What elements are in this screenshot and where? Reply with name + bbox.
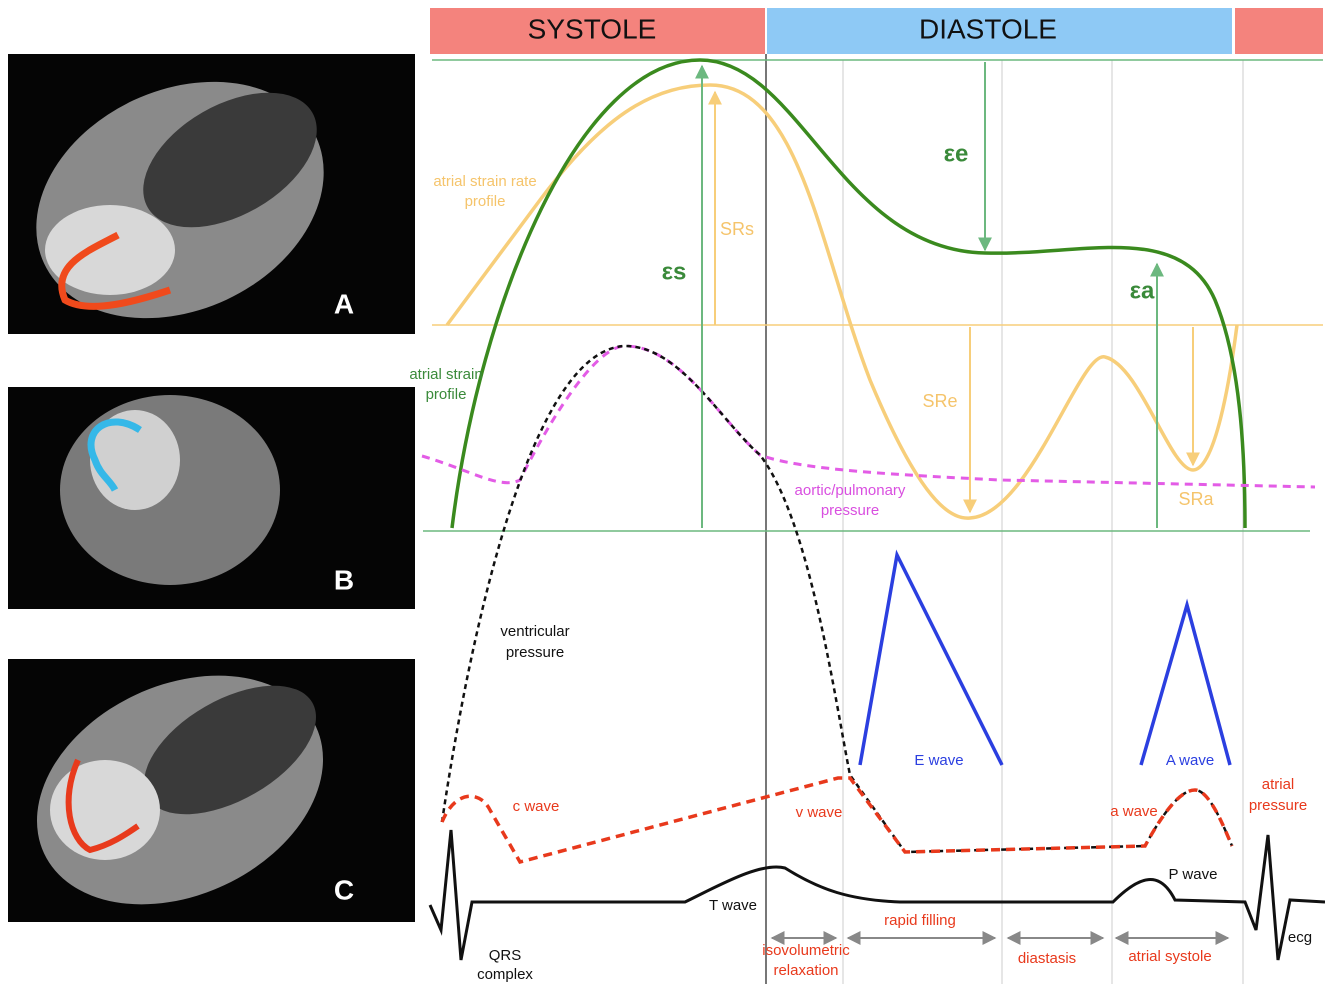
label: profile: [426, 386, 467, 403]
label: pressure: [821, 502, 879, 519]
label: aortic/pulmonary: [795, 482, 906, 499]
label: isovolumetric: [762, 942, 850, 959]
page: A B C SYSTOLE DIASTOLE atrial strain rat…: [0, 0, 1325, 984]
panel-label: A: [334, 288, 354, 319]
label: εe: [944, 140, 969, 167]
label: SRe: [922, 391, 957, 411]
panel-b: B: [8, 387, 415, 609]
label: εa: [1130, 277, 1155, 304]
label: profile: [465, 193, 506, 210]
label: A wave: [1166, 752, 1214, 769]
label: c wave: [513, 798, 560, 815]
label: a wave: [1110, 803, 1158, 820]
label: atrial strain rate: [433, 173, 536, 190]
label: complex: [477, 966, 533, 983]
label: pressure: [1249, 797, 1307, 814]
phase-label: SYSTOLE: [528, 13, 657, 44]
label: εs: [662, 258, 687, 285]
label: SRs: [720, 219, 754, 239]
panel-label: C: [334, 874, 354, 905]
phase-label: DIASTOLE: [919, 13, 1057, 44]
label: ventricular: [500, 623, 569, 640]
guides: [423, 54, 1323, 984]
label: atrial strain: [409, 366, 482, 383]
panel-label: B: [334, 564, 354, 595]
label: SRa: [1178, 489, 1214, 509]
label: QRS: [489, 947, 522, 964]
systole-band: [1235, 8, 1323, 54]
diagram: A B C SYSTOLE DIASTOLE atrial strain rat…: [0, 0, 1325, 984]
aortic-pressure-curve: [422, 346, 1315, 487]
label: E wave: [914, 752, 963, 769]
ventricular-pressure-curve: [442, 346, 1232, 852]
panel-a: A: [0, 37, 415, 363]
label: P wave: [1169, 866, 1218, 883]
label: atrial: [1262, 776, 1295, 793]
label: relaxation: [773, 962, 838, 979]
strain-rate-curve: [447, 85, 1237, 518]
doppler-waves: [860, 555, 1230, 765]
label: T wave: [709, 897, 757, 914]
label: pressure: [506, 644, 564, 661]
panel-c: C: [0, 631, 415, 948]
label: ecg: [1288, 929, 1312, 946]
label: rapid filling: [884, 912, 956, 929]
label: diastasis: [1018, 950, 1076, 967]
strain-curve: [452, 60, 1245, 528]
label: atrial systole: [1128, 948, 1211, 965]
label: v wave: [796, 804, 843, 821]
